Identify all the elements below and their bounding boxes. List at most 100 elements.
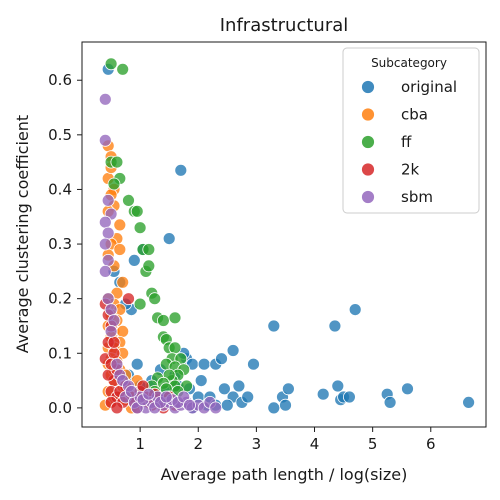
point-original-18 bbox=[217, 382, 231, 396]
legend: Subcategory original cba ff 2k sbm bbox=[342, 47, 480, 214]
point-sbm-40 bbox=[142, 387, 156, 401]
point-original-40 bbox=[462, 395, 476, 409]
point-2k-10 bbox=[107, 346, 121, 360]
y-tick-label-0: 0.0 bbox=[48, 399, 72, 417]
legend-marker-2k bbox=[361, 162, 375, 177]
point-original-39 bbox=[401, 382, 414, 396]
point-sbm-11 bbox=[107, 314, 121, 327]
point-ff-13 bbox=[142, 259, 156, 273]
point-original-29 bbox=[281, 382, 295, 396]
legend-label-2k: 2k bbox=[401, 161, 420, 179]
y-tick-label-6: 0.6 bbox=[48, 71, 72, 89]
y-tick-label-1: 0.1 bbox=[48, 344, 72, 362]
point-original-35 bbox=[342, 390, 356, 404]
x-tick-label-1: 2 bbox=[193, 435, 203, 453]
point-ff-6 bbox=[122, 193, 135, 207]
y-axis-label: Average clustering coefficient bbox=[13, 115, 32, 353]
chart-title: Infrastructural bbox=[220, 15, 349, 36]
y-tick-label-2: 0.2 bbox=[48, 290, 72, 308]
point-original-31 bbox=[328, 319, 342, 333]
point-sbm-10 bbox=[104, 303, 118, 317]
legend-title: Subcategory bbox=[371, 56, 447, 70]
point-sbm-1 bbox=[98, 133, 112, 147]
point-sbm-8 bbox=[98, 264, 112, 278]
point-sbm-32 bbox=[209, 401, 223, 415]
point-original-38 bbox=[383, 395, 397, 409]
point-original-1 bbox=[162, 232, 176, 246]
legend-label-cba: cba bbox=[401, 106, 428, 124]
point-sbm-4 bbox=[98, 215, 112, 229]
point-cba-23 bbox=[116, 324, 130, 338]
plot-frame bbox=[81, 41, 487, 428]
legend-items: original cba ff 2k sbm bbox=[361, 78, 457, 206]
point-ff-0 bbox=[104, 57, 118, 71]
point-original-26 bbox=[267, 401, 281, 415]
legend-label-original: original bbox=[401, 78, 457, 96]
point-ff-11 bbox=[142, 243, 156, 256]
x-tick-label-0: 1 bbox=[135, 435, 145, 453]
point-sbm-6 bbox=[98, 237, 112, 251]
point-original-2 bbox=[174, 163, 188, 177]
point-sbm-5 bbox=[101, 226, 115, 240]
legend-label-ff: ff bbox=[401, 133, 412, 151]
point-sbm-12 bbox=[104, 324, 118, 338]
points-layer bbox=[98, 57, 476, 415]
point-original-21 bbox=[232, 379, 246, 393]
point-sbm-2 bbox=[101, 193, 115, 207]
point-ff-15 bbox=[148, 292, 162, 306]
x-axis-label: Average path length / log(size) bbox=[161, 465, 408, 484]
point-ff-18 bbox=[156, 314, 170, 327]
legend-box bbox=[342, 47, 480, 214]
point-cba-11 bbox=[113, 243, 127, 256]
y-tick-label-4: 0.4 bbox=[48, 180, 72, 198]
y-tick-label-5: 0.5 bbox=[48, 126, 72, 144]
point-original-7 bbox=[127, 253, 141, 267]
point-original-36 bbox=[348, 303, 362, 317]
point-original-17 bbox=[215, 352, 228, 366]
point-original-25 bbox=[267, 319, 281, 333]
point-original-53 bbox=[130, 357, 144, 371]
point-sbm-36 bbox=[183, 398, 196, 412]
point-2k-12 bbox=[122, 292, 135, 306]
legend-marker-cba bbox=[361, 107, 375, 122]
point-original-32 bbox=[331, 379, 345, 393]
point-ff-1 bbox=[116, 62, 130, 76]
point-ff-8 bbox=[130, 204, 144, 218]
legend-marker-ff bbox=[361, 135, 375, 149]
point-ff-23 bbox=[168, 341, 182, 355]
point-sbm-13 bbox=[110, 357, 124, 371]
point-ff-19 bbox=[168, 311, 182, 325]
point-sbm-43 bbox=[159, 390, 173, 404]
point-cba-8 bbox=[113, 218, 127, 232]
point-ff-5 bbox=[107, 177, 121, 191]
point-original-28 bbox=[279, 398, 292, 412]
point-2k-29 bbox=[110, 401, 124, 415]
point-sbm-9 bbox=[101, 292, 115, 306]
legend-marker-original bbox=[361, 80, 375, 94]
point-original-58 bbox=[220, 398, 234, 412]
x-tick-label-4: 5 bbox=[368, 435, 378, 453]
point-original-24 bbox=[247, 357, 260, 371]
point-2k-28 bbox=[107, 335, 121, 349]
point-original-23 bbox=[241, 390, 255, 404]
point-original-15 bbox=[197, 357, 211, 371]
point-cba-14 bbox=[116, 275, 130, 289]
point-sbm-7 bbox=[101, 253, 115, 267]
point-sbm-37 bbox=[124, 385, 138, 398]
point-original-30 bbox=[316, 387, 330, 401]
point-ff-16 bbox=[133, 297, 147, 311]
point-original-14 bbox=[194, 374, 208, 388]
y-axis-ticks: 0.0 0.1 0.2 0.3 0.4 0.5 0.6 bbox=[48, 71, 82, 417]
legend-label-sbm: sbm bbox=[401, 188, 433, 206]
x-tick-label-2: 3 bbox=[252, 435, 262, 453]
point-ff-3 bbox=[110, 155, 124, 169]
x-tick-label-5: 6 bbox=[426, 435, 436, 453]
point-ff-9 bbox=[133, 221, 147, 235]
legend-marker-sbm bbox=[361, 190, 375, 204]
y-tick-label-3: 0.3 bbox=[48, 235, 72, 253]
point-original-19 bbox=[226, 344, 240, 357]
x-tick-label-3: 4 bbox=[310, 435, 320, 453]
point-sbm-0 bbox=[98, 92, 112, 106]
x-axis-ticks: 1 2 3 4 5 6 bbox=[135, 427, 436, 453]
